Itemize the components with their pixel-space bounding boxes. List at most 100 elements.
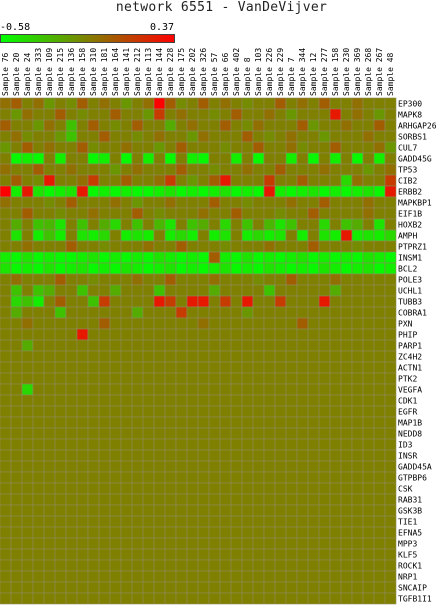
heatmap-cell xyxy=(307,185,320,198)
heatmap-cell xyxy=(153,427,166,440)
heatmap-cell xyxy=(373,240,386,253)
heatmap-cell xyxy=(197,570,210,583)
heatmap-cell xyxy=(21,108,34,121)
row-label: EGFR xyxy=(398,408,417,417)
heatmap-cell xyxy=(373,449,386,462)
heatmap-cell xyxy=(219,196,232,209)
heatmap-cell xyxy=(252,416,265,429)
heatmap-cell xyxy=(98,130,111,143)
heatmap-cell xyxy=(131,537,144,550)
heatmap-cell xyxy=(274,196,287,209)
heatmap-cell xyxy=(241,174,254,187)
column-label: Sample 164 xyxy=(111,48,120,96)
heatmap-cell xyxy=(384,185,397,198)
heatmap-cell xyxy=(329,207,342,220)
heatmap-cell xyxy=(65,493,78,506)
heatmap-cell xyxy=(153,163,166,176)
heatmap-cell xyxy=(175,471,188,484)
heatmap-cell xyxy=(54,581,67,594)
heatmap-cell xyxy=(241,526,254,539)
heatmap-cell xyxy=(307,460,320,473)
heatmap-cell xyxy=(384,515,397,528)
heatmap-cell xyxy=(296,438,309,451)
heatmap-cell xyxy=(76,284,89,297)
heatmap-cell xyxy=(274,570,287,583)
heatmap-cell xyxy=(98,306,111,319)
heatmap-cell xyxy=(76,130,89,143)
heatmap-cell xyxy=(274,284,287,297)
heatmap-cell xyxy=(76,383,89,396)
heatmap-cell xyxy=(208,218,221,231)
heatmap-cell xyxy=(120,152,133,165)
heatmap-cell xyxy=(274,526,287,539)
heatmap-cell xyxy=(186,218,199,231)
heatmap-cell xyxy=(131,284,144,297)
row-label: CDK1 xyxy=(398,397,417,406)
heatmap-cell xyxy=(219,273,232,286)
heatmap-cell xyxy=(21,504,34,517)
heatmap-cell xyxy=(186,240,199,253)
heatmap-cell xyxy=(230,438,243,451)
heatmap-cell xyxy=(10,482,23,495)
heatmap-cell xyxy=(153,493,166,506)
heatmap-cell xyxy=(0,350,12,363)
heatmap-cell xyxy=(153,548,166,561)
heatmap-cell xyxy=(10,526,23,539)
heatmap-cell xyxy=(76,427,89,440)
heatmap-cell xyxy=(219,295,232,308)
heatmap-cell xyxy=(98,361,111,374)
heatmap-cell xyxy=(384,383,397,396)
heatmap-cell xyxy=(32,317,45,330)
heatmap-cell xyxy=(87,548,100,561)
heatmap-cell xyxy=(43,108,56,121)
heatmap-cell xyxy=(362,119,375,132)
heatmap-cell xyxy=(186,394,199,407)
heatmap-cell xyxy=(32,218,45,231)
heatmap-cell xyxy=(186,570,199,583)
heatmap-cell xyxy=(197,218,210,231)
heatmap-cell xyxy=(384,427,397,440)
heatmap-cell xyxy=(164,295,177,308)
heatmap-cell xyxy=(307,526,320,539)
heatmap-cell xyxy=(230,273,243,286)
column-label: Sample 226 xyxy=(265,48,274,96)
heatmap-cell xyxy=(109,339,122,352)
heatmap-cell xyxy=(153,229,166,242)
heatmap-cell xyxy=(252,163,265,176)
heatmap-cell xyxy=(384,504,397,517)
heatmap-cell xyxy=(32,592,45,605)
heatmap-cell xyxy=(153,218,166,231)
heatmap-cell xyxy=(153,460,166,473)
column-label: Sample 344 xyxy=(298,48,307,96)
row-label: VEGFA xyxy=(398,386,422,395)
heatmap-cell xyxy=(164,449,177,462)
heatmap-cell xyxy=(219,339,232,352)
heatmap-cell xyxy=(65,284,78,297)
heatmap-cell xyxy=(318,163,331,176)
heatmap-cell xyxy=(76,240,89,253)
heatmap-cell xyxy=(43,471,56,484)
heatmap-cell xyxy=(329,372,342,385)
heatmap-cell xyxy=(43,273,56,286)
heatmap-cell xyxy=(87,251,100,264)
heatmap-cell xyxy=(186,405,199,418)
heatmap-cell xyxy=(208,119,221,132)
heatmap-cell xyxy=(32,493,45,506)
heatmap-cell xyxy=(131,526,144,539)
heatmap-cell xyxy=(65,273,78,286)
heatmap-cell xyxy=(208,284,221,297)
heatmap-cell xyxy=(109,251,122,264)
heatmap-cell xyxy=(252,372,265,385)
heatmap-cell xyxy=(318,394,331,407)
heatmap-cell xyxy=(252,207,265,220)
heatmap-cell xyxy=(263,185,276,198)
heatmap-cell xyxy=(252,493,265,506)
heatmap-cell xyxy=(219,152,232,165)
heatmap-cell xyxy=(0,130,12,143)
heatmap-cell xyxy=(153,152,166,165)
heatmap-cell xyxy=(32,548,45,561)
heatmap-cell xyxy=(142,449,155,462)
heatmap-cell xyxy=(285,559,298,572)
heatmap-cell xyxy=(384,97,397,110)
scale-max-label: 0.37 xyxy=(150,22,175,33)
